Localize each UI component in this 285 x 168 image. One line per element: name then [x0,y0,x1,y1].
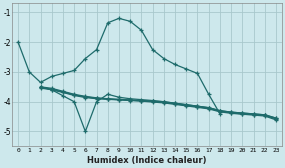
X-axis label: Humidex (Indice chaleur): Humidex (Indice chaleur) [87,156,207,164]
